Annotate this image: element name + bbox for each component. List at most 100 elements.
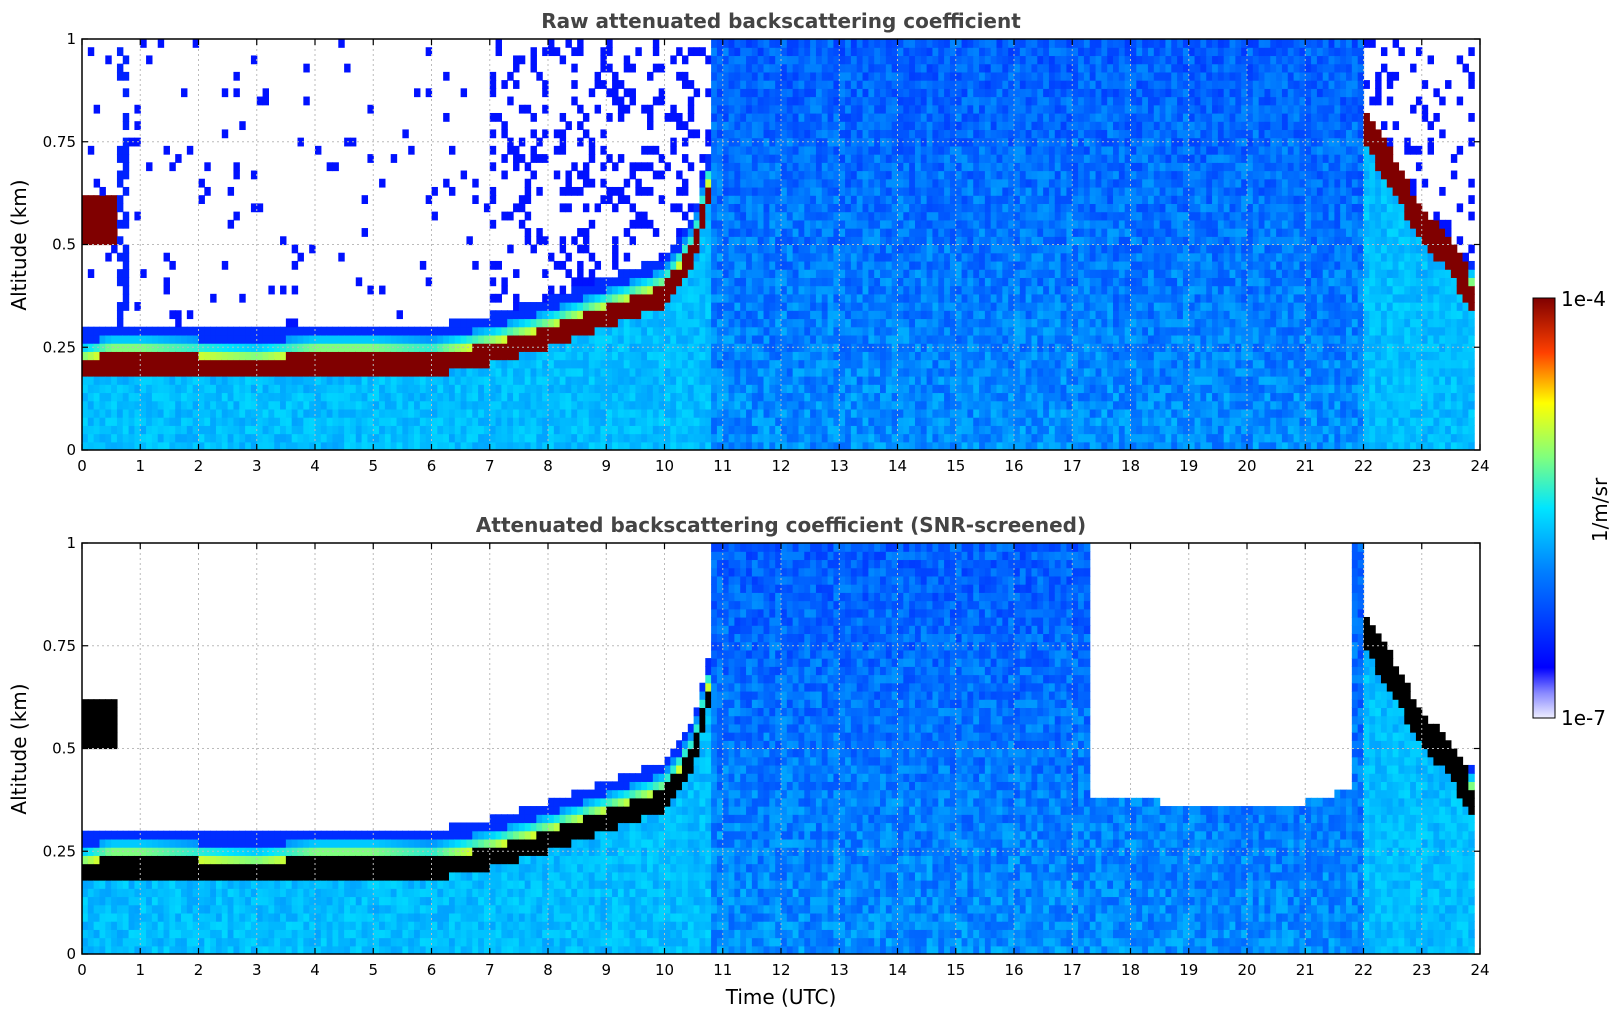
heatmap-cell <box>996 154 1003 163</box>
heatmap-cell <box>920 55 928 65</box>
heatmap-cell <box>850 104 858 114</box>
heatmap-cell <box>647 351 654 361</box>
heatmap-cell <box>612 310 619 320</box>
heatmap-cell <box>850 71 858 81</box>
heatmap-cell <box>454 318 462 328</box>
heatmap-cell <box>757 137 765 147</box>
heatmap-cell <box>740 310 747 320</box>
heatmap-cell <box>961 334 968 344</box>
heatmap-cell <box>245 351 252 361</box>
heatmap-cell <box>652 228 660 237</box>
heatmap-cell <box>955 351 963 361</box>
heatmap-cell <box>349 376 357 385</box>
heatmap-cell <box>897 112 904 122</box>
heatmap-cell <box>571 293 578 303</box>
heatmap-cell <box>472 433 479 443</box>
heatmap-cell <box>705 260 712 270</box>
heatmap-cell <box>821 359 829 369</box>
heatmap-cell <box>804 129 811 139</box>
heatmap-cell <box>548 408 555 418</box>
heatmap-cell <box>751 392 759 402</box>
heatmap-cell <box>839 433 846 443</box>
heatmap-cell <box>839 351 846 361</box>
heatmap-cell <box>548 310 555 320</box>
heatmap-cell <box>221 433 229 443</box>
heatmap-cell <box>402 392 409 402</box>
heatmap-cell <box>845 400 852 410</box>
heatmap-cell <box>390 384 398 394</box>
heatmap-cell <box>845 203 852 213</box>
heatmap-cell <box>647 318 654 328</box>
heatmap-cell <box>938 154 945 163</box>
heatmap-cell <box>757 71 765 81</box>
heatmap-cell <box>332 162 339 172</box>
heatmap-cell <box>495 351 502 361</box>
heatmap-cell <box>786 39 794 48</box>
heatmap-cell <box>582 417 590 426</box>
heatmap-cell <box>862 367 869 377</box>
heatmap-cell <box>903 170 910 180</box>
heatmap-cell <box>617 112 625 122</box>
heatmap-cell <box>798 80 805 89</box>
heatmap-cell <box>705 351 712 361</box>
heatmap-cell <box>746 63 753 73</box>
heatmap-cell <box>810 39 817 48</box>
heatmap-cell <box>751 211 759 221</box>
heatmap-cell <box>140 425 147 435</box>
heatmap-cell <box>798 408 805 418</box>
heatmap-cell <box>850 211 858 221</box>
heatmap-cell <box>722 384 730 394</box>
heatmap-cell <box>472 334 479 344</box>
heatmap-cell <box>658 425 666 435</box>
heatmap-cell <box>984 186 992 196</box>
heatmap-cell <box>588 441 596 450</box>
heatmap-cell <box>617 400 625 410</box>
heatmap-cell <box>775 367 782 377</box>
heatmap-cell <box>489 310 497 320</box>
heatmap-cell <box>652 277 660 287</box>
heatmap-cell <box>320 359 328 369</box>
heatmap-cell <box>757 441 765 450</box>
heatmap-cell <box>1008 392 1015 402</box>
heatmap-cell <box>775 112 782 122</box>
heatmap-cell <box>827 285 835 295</box>
heatmap-cell <box>728 425 735 435</box>
heatmap-cell <box>122 137 130 147</box>
heatmap-cell <box>431 433 438 443</box>
heatmap-cell <box>693 359 701 369</box>
heatmap-cell <box>588 302 596 311</box>
heatmap-cell <box>472 384 479 394</box>
heatmap-cell <box>938 244 945 254</box>
heatmap-cell <box>984 441 992 450</box>
heatmap-cell <box>151 392 159 402</box>
heatmap-cell <box>594 359 602 369</box>
heatmap-cell <box>157 384 165 394</box>
heatmap-cell <box>693 310 701 320</box>
heatmap-cell <box>530 302 537 311</box>
heatmap-cell <box>885 55 893 65</box>
heatmap-cell <box>746 71 753 81</box>
heatmap-cell <box>309 392 316 402</box>
heatmap-cell <box>961 228 968 237</box>
heatmap-cell <box>746 376 753 385</box>
heatmap-cell <box>1008 80 1015 89</box>
heatmap-cell <box>495 408 502 418</box>
heatmap-cell <box>1008 211 1015 221</box>
heatmap-cell <box>810 351 817 361</box>
heatmap-cell <box>285 326 293 336</box>
heatmap-cell <box>874 195 881 204</box>
heatmap-cell <box>891 359 899 369</box>
heatmap-cell <box>944 96 951 106</box>
heatmap-cell <box>221 392 229 402</box>
heatmap-cell <box>932 425 939 435</box>
heatmap-cell <box>775 203 782 213</box>
heatmap-cell <box>1002 211 1009 221</box>
heatmap-cell <box>798 137 805 147</box>
heatmap-cell <box>903 203 910 213</box>
heatmap-cell <box>833 203 840 213</box>
heatmap-cell <box>833 359 840 369</box>
heatmap-cell <box>198 384 205 394</box>
heatmap-cell <box>693 408 701 418</box>
heatmap-cell <box>693 318 701 328</box>
heatmap-cell <box>711 326 718 336</box>
